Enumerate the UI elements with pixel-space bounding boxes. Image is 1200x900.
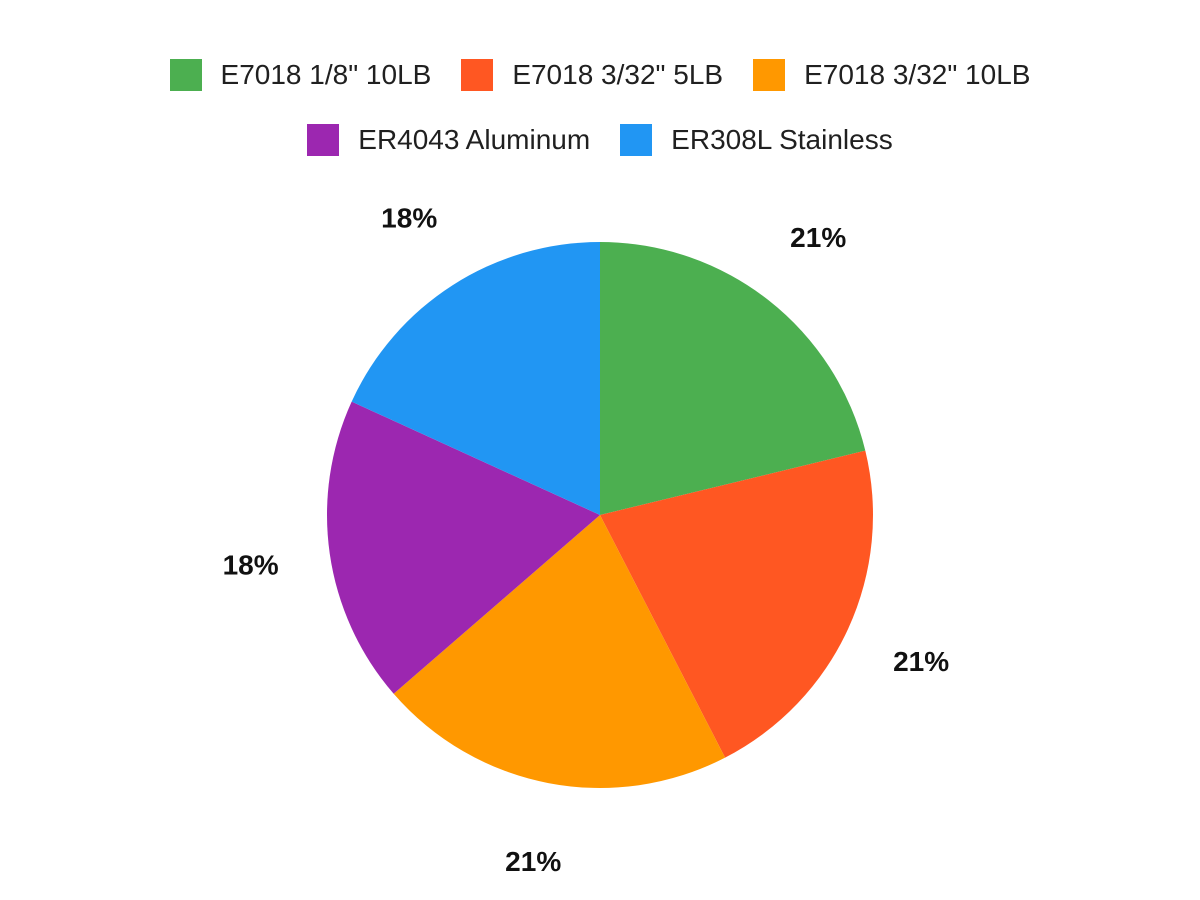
- legend-item: E7018 1/8" 10LB: [169, 59, 432, 91]
- pie-slice: [600, 450, 873, 758]
- slice-percent-label: 21%: [893, 646, 949, 677]
- legend-row-1: E7018 1/8" 10LB E7018 3/32" 5LB E7018 3/…: [0, 48, 1200, 102]
- legend-row-2: ER4043 Aluminum ER308L Stainless: [0, 113, 1200, 167]
- slice-percent-label: 18%: [381, 203, 437, 234]
- slice-percent-label: 18%: [223, 550, 279, 581]
- legend-label: E7018 3/32" 5LB: [512, 59, 724, 90]
- slice-percent-label: 21%: [790, 222, 846, 253]
- legend-swatch: [620, 124, 653, 156]
- legend-item: ER4043 Aluminum: [307, 124, 590, 156]
- pie-slice: [326, 401, 600, 694]
- pie-slice: [600, 242, 866, 515]
- pie-slice: [393, 515, 726, 789]
- legend-label: ER4043 Aluminum: [358, 124, 591, 155]
- legend-swatch: [461, 59, 494, 91]
- legend-swatch: [307, 124, 340, 156]
- legend-item: E7018 3/32" 10LB: [753, 59, 1030, 91]
- chart-legend: E7018 1/8" 10LB E7018 3/32" 5LB E7018 3/…: [0, 48, 1200, 178]
- legend-label: ER308L Stainless: [671, 124, 893, 155]
- legend-swatch: [753, 59, 786, 91]
- pie-slice: [351, 241, 600, 515]
- legend-label: E7018 1/8" 10LB: [220, 59, 432, 90]
- legend-swatch: [169, 59, 202, 91]
- legend-label: E7018 3/32" 10LB: [804, 59, 1031, 90]
- legend-item: ER308L Stainless: [620, 124, 893, 156]
- slice-percent-label: 21%: [505, 846, 561, 877]
- legend-item: E7018 3/32" 5LB: [461, 59, 723, 91]
